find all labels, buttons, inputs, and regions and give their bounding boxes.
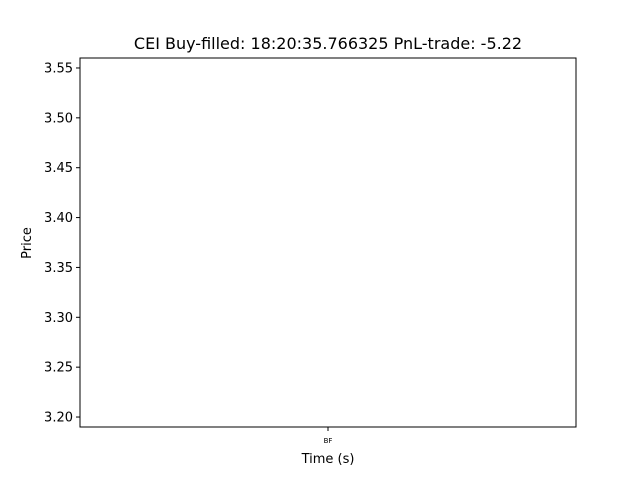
y-tick-label: 3.50 bbox=[44, 111, 73, 126]
x-axis-ticks: BF bbox=[324, 427, 333, 445]
y-tick-label: 3.45 bbox=[44, 161, 73, 176]
x-tick-label: BF bbox=[324, 437, 333, 445]
chart-title: CEI Buy-filled: 18:20:35.766325 PnL-trad… bbox=[134, 34, 522, 53]
y-tick-label: 3.30 bbox=[44, 311, 73, 326]
plot-frame bbox=[79, 57, 577, 428]
y-tick-label: 3.25 bbox=[44, 361, 73, 376]
y-tick-label: 3.40 bbox=[44, 211, 73, 226]
y-axis-label: Price bbox=[20, 227, 35, 259]
y-tick-label: 3.55 bbox=[44, 61, 73, 76]
x-axis-label: Time (s) bbox=[301, 452, 355, 467]
y-tick-label: 3.20 bbox=[44, 411, 73, 426]
y-tick-label: 3.35 bbox=[44, 261, 73, 276]
y-axis-ticks: 3.20 3.25 3.30 3.35 3.40 3.45 3.50 3.55 bbox=[44, 61, 80, 426]
